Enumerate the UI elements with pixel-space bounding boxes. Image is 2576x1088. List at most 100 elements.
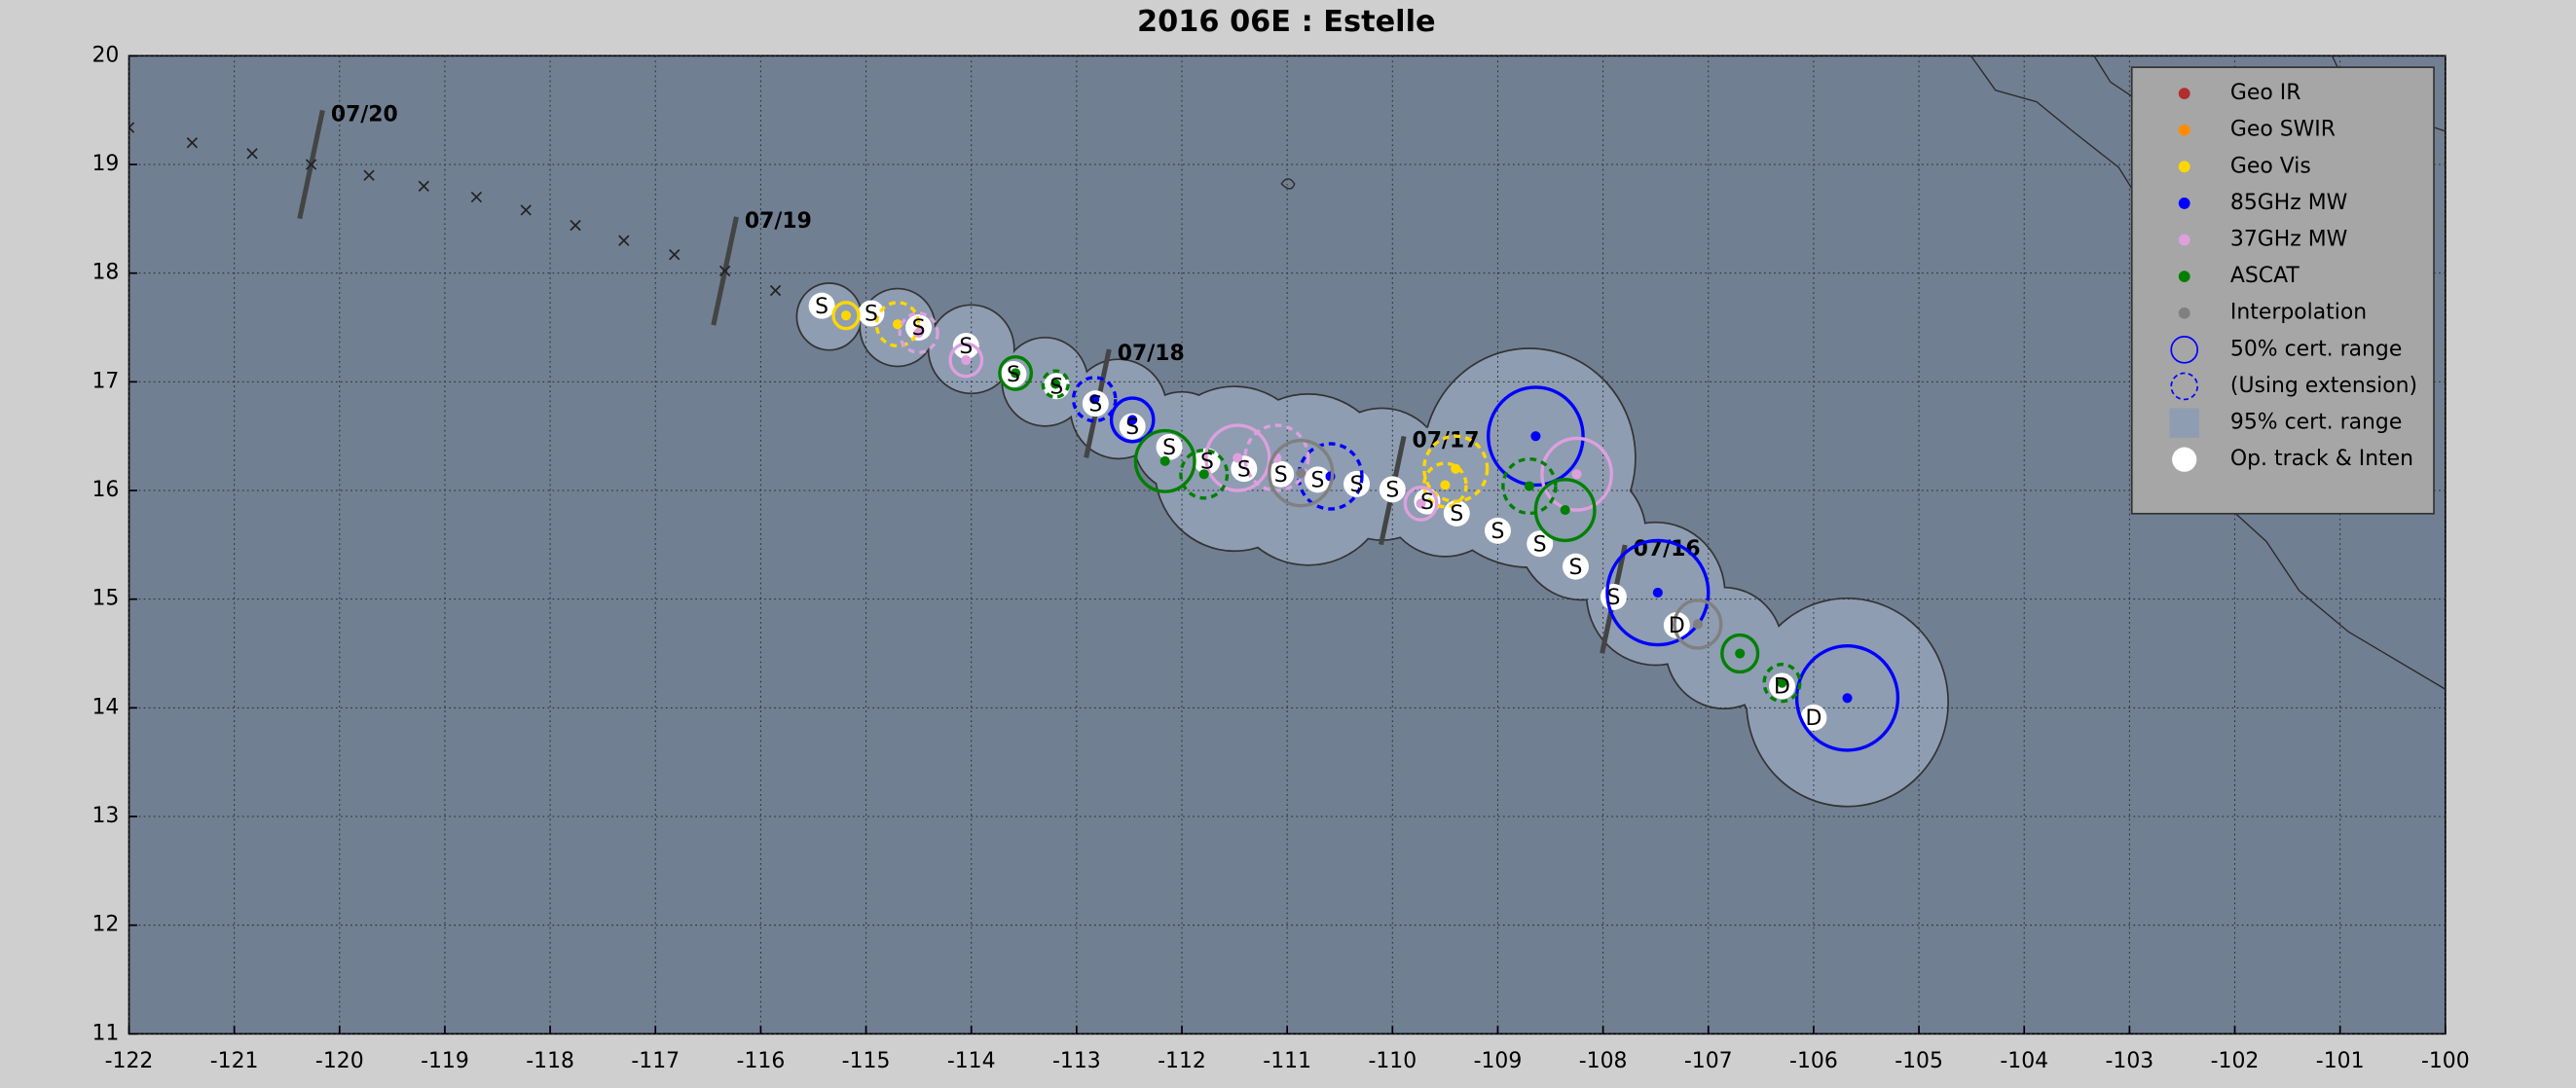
x-tick-label: -114	[947, 1049, 996, 1073]
fix-range	[1133, 428, 1196, 493]
y-tick-label: 13	[92, 804, 119, 828]
legend-label: Interpolation	[2230, 301, 2367, 325]
fix-range	[1403, 485, 1439, 522]
track-intensity: S	[1606, 586, 1620, 610]
cert95-circle	[797, 283, 862, 349]
axes: -122 -121 -120 -119 -118 -117 -116 -115 -114 -113…	[92, 43, 2469, 1073]
x-tick-label: -116	[737, 1049, 786, 1073]
track-intensity: S	[1237, 457, 1251, 482]
track-intensity: S	[815, 295, 828, 319]
legend-label: (Using extension)	[2230, 374, 2417, 398]
legend-marker	[2178, 198, 2190, 209]
fix-range	[1204, 423, 1271, 492]
track-point	[1156, 433, 1183, 460]
fix-range	[1487, 385, 1585, 488]
fix-point	[1735, 648, 1746, 659]
x-tick-label: -105	[1895, 1049, 1943, 1073]
x-tick-label: -101	[2316, 1049, 2365, 1073]
track-intensity: S	[1420, 490, 1434, 515]
fix-point	[1652, 587, 1663, 598]
legend-label: 50% cert. range	[2230, 337, 2402, 361]
y-tick-label: 14	[92, 695, 119, 719]
legend-label: Geo Vis	[2230, 154, 2311, 178]
fix-point	[913, 328, 924, 339]
track-intensity: D	[1805, 707, 1822, 731]
legend-marker	[2178, 234, 2190, 246]
track-intensity: D	[1669, 614, 1685, 638]
fix-range	[1720, 633, 1760, 674]
fix-range	[1762, 662, 1802, 704]
coastline	[1280, 55, 2446, 690]
past-track-point	[718, 265, 731, 277]
fix-range	[1297, 442, 1364, 511]
x-tick-label: -108	[1579, 1049, 1628, 1073]
track-intensity: S	[1350, 473, 1364, 497]
past-track-point	[363, 169, 375, 181]
fix-point	[1571, 469, 1582, 480]
fix-point	[1560, 505, 1570, 516]
fix-point	[1089, 394, 1100, 405]
track-point	[1563, 553, 1589, 580]
x-tick-label: -117	[631, 1049, 680, 1073]
legend-marker	[2172, 447, 2197, 472]
track-point	[1663, 611, 1690, 638]
x-tick-label: -121	[210, 1049, 259, 1073]
legend-marker	[2178, 124, 2190, 136]
track-point	[808, 292, 835, 319]
fix-point	[1127, 415, 1138, 425]
y-tick-label: 17	[92, 369, 119, 393]
fix-point	[1416, 498, 1426, 509]
track-intensity: S	[1088, 392, 1102, 417]
legend-label: Op. track & Inten	[2230, 447, 2413, 471]
fix-range	[1071, 376, 1118, 423]
legend-label: ASCAT	[2230, 264, 2300, 288]
x-tick-label: -115	[842, 1049, 891, 1073]
fix-point	[1524, 481, 1534, 491]
fix-range	[1422, 434, 1490, 503]
fix-point	[961, 354, 972, 366]
past-track-point	[520, 204, 532, 216]
x-tick-label: -120	[315, 1049, 364, 1073]
fix-point	[1777, 677, 1787, 688]
x-tick-label: -106	[1789, 1049, 1838, 1073]
track-intensity: S	[1569, 556, 1583, 580]
y-tick-label: 16	[92, 478, 119, 502]
x-tick-label: -118	[526, 1049, 574, 1073]
track-intensity: S	[1311, 469, 1325, 493]
past-track-point	[129, 122, 135, 133]
past-track-point	[570, 219, 581, 232]
fix-point	[1530, 431, 1541, 442]
chart-title: 2016 06E : Estelle	[1137, 5, 1436, 39]
past-track-point	[470, 191, 483, 203]
y-tick-label: 15	[92, 587, 119, 611]
y-tick-label: 11	[92, 1021, 119, 1045]
legend-marker	[2178, 271, 2190, 283]
cert95-region	[795, 282, 1949, 808]
track-point	[1305, 466, 1332, 493]
date-label: 07/19	[745, 209, 812, 234]
fix-range	[1540, 436, 1613, 512]
track-intensity: S	[1450, 502, 1463, 526]
y-tick-label: 12	[92, 913, 119, 937]
fix-range	[1422, 461, 1468, 509]
fix-range	[1041, 369, 1070, 399]
fix-range	[1268, 438, 1335, 508]
fix-point	[1296, 468, 1306, 479]
x-tick-label: -109	[1474, 1049, 1523, 1073]
date-label: 07/17	[1413, 428, 1480, 453]
track-point	[1484, 517, 1511, 544]
x-tick-label: -112	[1158, 1049, 1206, 1073]
track-intensity: S	[865, 303, 878, 327]
fix-point	[1842, 693, 1853, 704]
track-point	[1268, 460, 1295, 488]
date-label: 07/20	[331, 102, 398, 127]
past-track-point	[246, 148, 258, 160]
x-tick-label: -107	[1684, 1049, 1733, 1073]
past-track-point	[186, 137, 199, 149]
track-point	[1527, 530, 1554, 558]
track-point	[1119, 413, 1146, 440]
past-track-point	[305, 159, 317, 170]
y-tick-label: 19	[92, 152, 119, 176]
x-tick-label: -100	[2421, 1049, 2470, 1073]
